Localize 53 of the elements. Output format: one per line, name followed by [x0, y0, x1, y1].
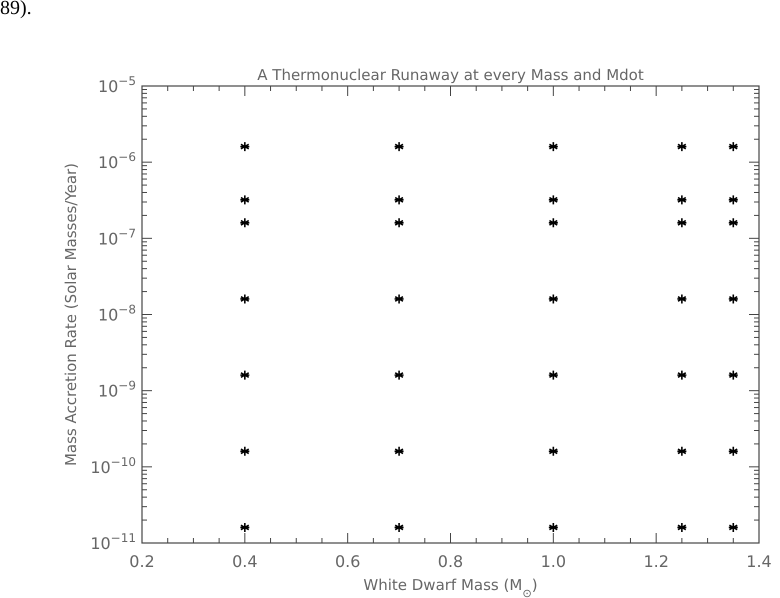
point — [394, 294, 404, 304]
point — [676, 294, 688, 304]
point — [676, 446, 688, 457]
y-tick-label: 10$^{−5}$ — [98, 74, 136, 96]
y-tick-label: 10$^{−8}$ — [98, 302, 136, 324]
y-tick-label: 10$^{−11}$ — [90, 531, 136, 553]
y-axis-title: Mass Accretion Rate (Solar Masses/Year) — [62, 162, 80, 466]
point — [728, 446, 739, 457]
x-tick-label: 1.4 — [746, 552, 772, 571]
point — [548, 194, 559, 206]
point — [394, 522, 404, 533]
text: 89). — [0, 0, 32, 19]
point — [728, 194, 739, 206]
x-tick-label: 1.2 — [643, 552, 669, 571]
point — [394, 217, 404, 228]
y-tick-label: 10$^{−9}$ — [98, 378, 136, 401]
y-tick-label: 10$^{−7}$ — [98, 226, 136, 248]
chart-title: A Thermonuclear Runaway at every Mass and Mdot — [257, 66, 644, 84]
point — [240, 370, 250, 380]
point — [548, 522, 559, 533]
point — [728, 370, 739, 380]
x-axis-title: White Dwarf Mass (M$_{⊙}$) — [363, 576, 538, 598]
point — [548, 141, 559, 152]
x-tick-label: 1.0 — [540, 552, 566, 571]
point — [728, 294, 739, 304]
point — [240, 522, 250, 533]
point — [728, 522, 739, 533]
point — [676, 370, 688, 380]
point — [728, 217, 739, 228]
point — [676, 194, 688, 206]
point — [394, 446, 404, 457]
point — [676, 522, 688, 533]
point — [394, 194, 404, 206]
x-tick-label: 0.6 — [334, 552, 360, 571]
point — [394, 141, 404, 152]
point — [240, 141, 250, 152]
point — [676, 141, 688, 152]
point — [240, 294, 250, 304]
point — [240, 194, 250, 206]
x-tick-label: 0.2 — [129, 552, 155, 571]
point — [394, 370, 404, 380]
point — [548, 370, 559, 380]
point — [728, 141, 739, 152]
point — [548, 294, 559, 304]
point — [676, 217, 688, 228]
x-tick-label: 0.8 — [438, 552, 464, 571]
y-tick-label: 10$^{−6}$ — [98, 150, 136, 172]
y-tick-label: 10$^{−10}$ — [90, 454, 136, 477]
x-tick-label: 0.4 — [232, 552, 258, 571]
point — [240, 446, 250, 457]
point — [548, 217, 559, 228]
point — [240, 217, 250, 228]
point — [548, 446, 559, 457]
